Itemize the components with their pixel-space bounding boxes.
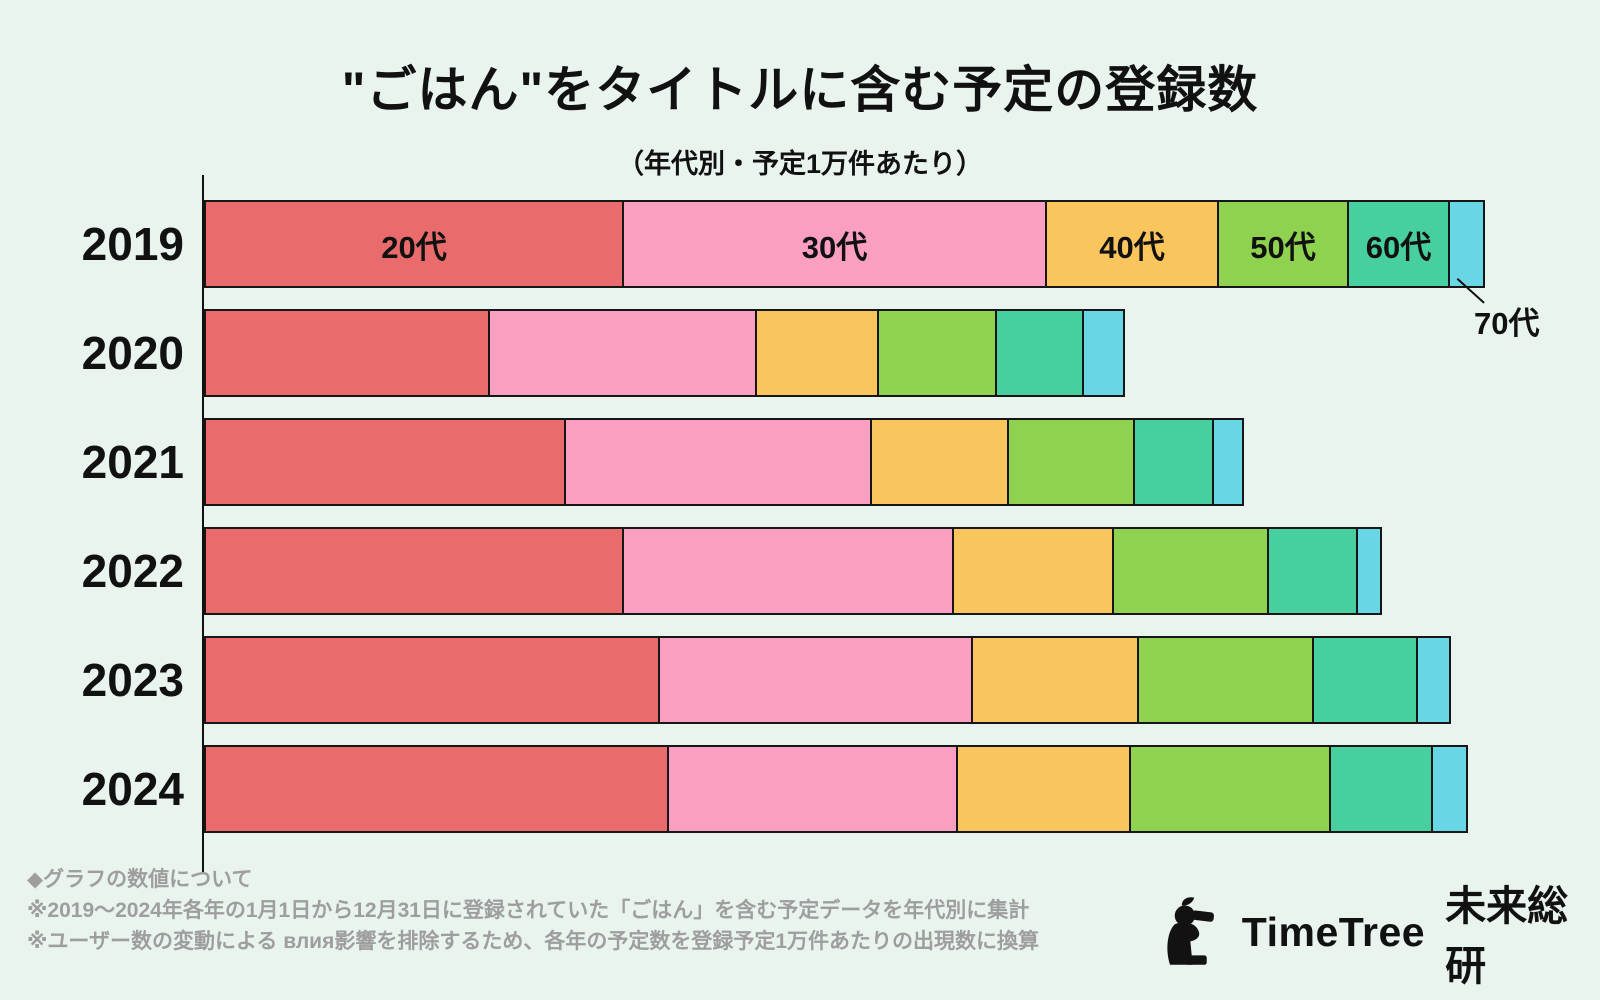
- bar-row-2022: 2022: [0, 527, 1600, 615]
- segment-2024-70代: [1433, 745, 1468, 833]
- segment-2020-30代: [490, 309, 757, 397]
- footer-note-1: ※2019～2024年各年の1月1日から12月31日に登録されていた「ごはん」を…: [27, 899, 1030, 922]
- segment-2023-60代: [1314, 636, 1418, 724]
- segment-2020-20代: [204, 309, 490, 397]
- segment-label-60代: 60代: [1365, 229, 1432, 265]
- page-subtitle: （年代別・予定1万件あたり）: [616, 149, 983, 179]
- segment-2021-40代: [872, 418, 1009, 506]
- timetree-logo: TimeTree 未来総研: [1156, 872, 1600, 992]
- segment-2020-40代: [757, 309, 879, 397]
- stacked-bar-2021: [204, 418, 1244, 506]
- stacked-bar-2020: [204, 309, 1125, 397]
- callout-label-70s: 70代: [1474, 306, 1540, 341]
- segment-label-20代: 20代: [381, 229, 447, 265]
- segment-2019-50代: 50代: [1219, 200, 1349, 288]
- year-label-2020: 2020: [81, 327, 184, 379]
- segment-2023-50代: [1139, 636, 1314, 724]
- year-label-2021: 2021: [81, 436, 184, 488]
- bar-row-2023: 2023: [0, 636, 1600, 724]
- footer-note-2: ※ユーザー数の変動による влия影響を排除するため、各年の予定数を登録予定1万…: [27, 930, 1040, 953]
- logo-brand-text: TimeTree: [1241, 908, 1426, 955]
- segment-2019-20代: 20代: [204, 200, 624, 288]
- segment-2021-70代: [1214, 418, 1244, 506]
- timetree-mascot-icon: [1167, 897, 1215, 965]
- footer-notes: ◆グラフの数値について ※2019～2024年各年の1月1日から12月31日に登…: [27, 864, 1039, 957]
- segment-2020-60代: [997, 309, 1084, 397]
- segment-label-30代: 30代: [801, 229, 868, 265]
- segment-2022-20代: [204, 527, 624, 615]
- segment-2024-60代: [1331, 745, 1433, 833]
- footer-heading: ◆グラフの数値について: [27, 868, 253, 891]
- segment-2021-50代: [1009, 418, 1135, 506]
- segment-2021-30代: [566, 418, 872, 506]
- logo-org-text: 未来総研: [1445, 883, 1569, 989]
- stacked-bar-2022: [204, 527, 1382, 615]
- segment-2023-40代: [973, 636, 1139, 724]
- segment-2022-40代: [954, 527, 1114, 615]
- segment-2020-70代: [1084, 309, 1125, 397]
- segment-2020-50代: [879, 309, 997, 397]
- segment-2024-50代: [1131, 745, 1331, 833]
- segment-2019-60代: 60代: [1349, 200, 1450, 288]
- segment-2021-20代: [204, 418, 566, 506]
- stacked-bar-2019: 20代 30代 40代 50代 60代: [204, 200, 1485, 288]
- segment-label-50代: 50代: [1250, 229, 1316, 265]
- segment-2024-40代: [958, 745, 1131, 833]
- segment-label-40代: 40代: [1099, 229, 1165, 265]
- segment-2019-40代: 40代: [1047, 200, 1219, 288]
- chart-rows: 2019 20代 30代 40代 50代 60代 2020 2021 2022 2023 2024: [0, 200, 1600, 854]
- year-label-2019: 2019: [81, 218, 184, 270]
- segment-2023-30代: [660, 636, 973, 724]
- segment-2021-60代: [1135, 418, 1214, 506]
- bar-row-2020: 2020: [0, 309, 1600, 397]
- stacked-bar-2024: [204, 745, 1468, 833]
- y-axis-line: [202, 175, 204, 872]
- segment-2022-70代: [1358, 527, 1382, 615]
- page-title: "ごはん"をタイトルに含む予定の登録数: [341, 62, 1259, 118]
- bar-row-2019: 2019 20代 30代 40代 50代 60代: [0, 200, 1600, 288]
- bar-row-2021: 2021: [0, 418, 1600, 506]
- year-label-2024: 2024: [81, 763, 184, 815]
- segment-2023-70代: [1418, 636, 1451, 724]
- segment-2019-30代: 30代: [624, 200, 1047, 288]
- segment-2022-60代: [1269, 527, 1358, 615]
- segment-2019-70代: [1450, 200, 1485, 288]
- segment-2024-30代: [669, 745, 958, 833]
- segment-2022-50代: [1114, 527, 1269, 615]
- year-label-2023: 2023: [81, 654, 184, 706]
- bar-row-2024: 2024: [0, 745, 1600, 833]
- segment-2022-30代: [624, 527, 954, 615]
- year-label-2022: 2022: [81, 545, 184, 597]
- segment-2023-20代: [204, 636, 660, 724]
- segment-2024-20代: [204, 745, 669, 833]
- stacked-bar-2023: [204, 636, 1451, 724]
